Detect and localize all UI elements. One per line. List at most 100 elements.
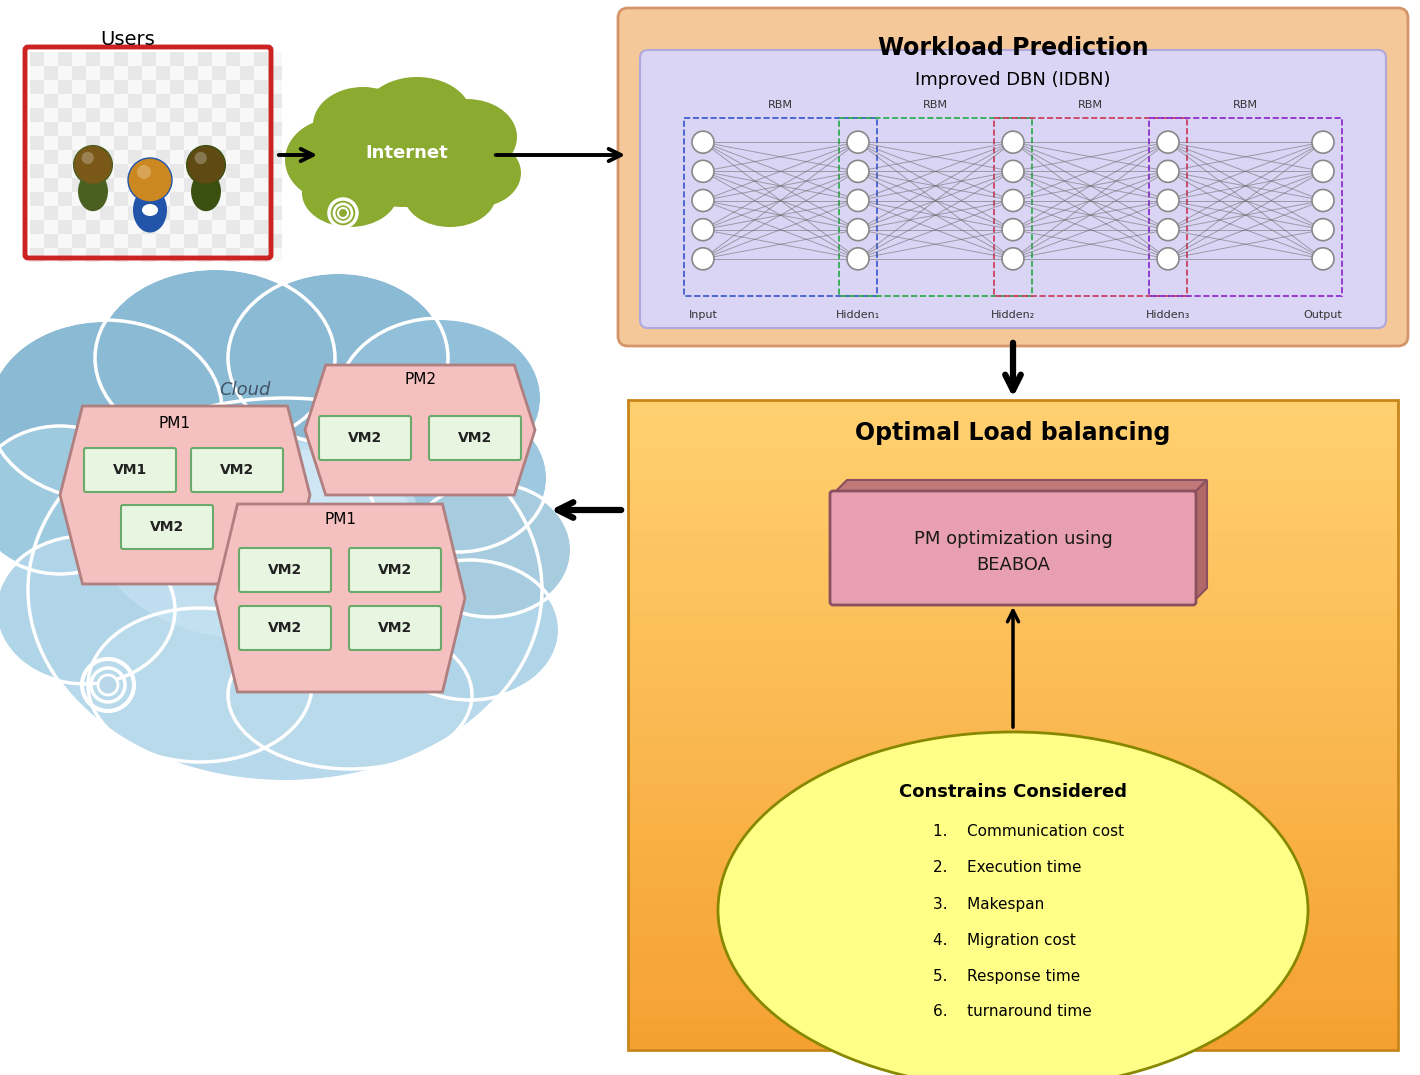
Bar — [628, 594, 1399, 613]
Bar — [268, 137, 283, 151]
Ellipse shape — [133, 187, 168, 232]
Bar — [128, 178, 142, 192]
Ellipse shape — [0, 322, 220, 498]
Bar — [114, 164, 128, 178]
Bar — [240, 164, 254, 178]
Bar — [30, 52, 44, 66]
Bar — [254, 192, 268, 206]
Bar — [197, 234, 212, 248]
Bar — [142, 121, 156, 137]
FancyBboxPatch shape — [121, 505, 213, 549]
Circle shape — [195, 152, 207, 164]
Bar — [128, 164, 142, 178]
Bar — [99, 248, 114, 262]
Bar — [628, 871, 1399, 889]
Bar — [212, 248, 226, 262]
Bar — [72, 164, 87, 178]
Bar — [72, 192, 87, 206]
Bar — [99, 108, 114, 121]
Bar — [628, 628, 1399, 645]
Bar — [128, 137, 142, 151]
Bar — [628, 855, 1399, 872]
Bar — [87, 220, 99, 234]
Bar — [185, 220, 197, 234]
Bar — [128, 151, 142, 164]
Bar — [212, 80, 226, 94]
Text: VM2: VM2 — [151, 520, 185, 534]
Bar — [628, 1034, 1399, 1051]
Bar — [254, 234, 268, 248]
Bar — [170, 66, 185, 80]
Bar — [156, 151, 170, 164]
Bar — [114, 206, 128, 220]
Text: Improved DBN (IDBN): Improved DBN (IDBN) — [916, 71, 1110, 89]
Bar — [72, 151, 87, 164]
Bar — [72, 52, 87, 66]
Bar — [128, 80, 142, 94]
Bar — [628, 676, 1399, 693]
Bar — [156, 137, 170, 151]
Bar — [44, 192, 58, 206]
FancyBboxPatch shape — [831, 491, 1196, 605]
Bar — [226, 52, 240, 66]
Bar — [30, 206, 44, 220]
Ellipse shape — [89, 610, 310, 760]
Bar — [170, 121, 185, 137]
Bar — [114, 192, 128, 206]
Circle shape — [98, 675, 118, 696]
Bar — [99, 121, 114, 137]
Bar — [44, 164, 58, 178]
Bar — [170, 206, 185, 220]
Bar — [128, 52, 142, 66]
Bar — [268, 206, 283, 220]
Bar — [240, 137, 254, 151]
Text: VM2: VM2 — [268, 563, 302, 577]
Bar — [44, 52, 58, 66]
Text: Hidden₃: Hidden₃ — [1146, 310, 1190, 320]
Bar — [58, 137, 72, 151]
Bar — [185, 94, 197, 108]
Bar — [72, 94, 87, 108]
Bar — [99, 151, 114, 164]
Circle shape — [846, 131, 869, 153]
Ellipse shape — [417, 99, 517, 175]
Bar — [128, 121, 142, 137]
Text: Hidden₁: Hidden₁ — [836, 310, 880, 320]
Bar — [240, 206, 254, 220]
Bar — [185, 248, 197, 262]
Bar — [268, 234, 283, 248]
Bar — [240, 94, 254, 108]
Bar — [268, 164, 283, 178]
Text: RBM: RBM — [768, 100, 792, 110]
Ellipse shape — [285, 118, 389, 202]
Bar — [628, 969, 1399, 986]
Bar — [114, 248, 128, 262]
Bar — [254, 151, 268, 164]
Bar — [212, 234, 226, 248]
Bar — [197, 121, 212, 137]
Ellipse shape — [78, 172, 108, 211]
Bar — [212, 192, 226, 206]
Text: Workload Prediction: Workload Prediction — [878, 35, 1149, 60]
Bar — [99, 178, 114, 192]
Bar — [156, 52, 170, 66]
Ellipse shape — [433, 139, 521, 207]
Circle shape — [692, 189, 714, 212]
Bar — [212, 220, 226, 234]
Bar — [99, 94, 114, 108]
Circle shape — [186, 145, 226, 184]
Bar — [226, 108, 240, 121]
Ellipse shape — [410, 485, 569, 615]
FancyBboxPatch shape — [618, 8, 1409, 346]
Bar — [58, 66, 72, 80]
Bar — [30, 220, 44, 234]
Bar — [170, 151, 185, 164]
Bar — [30, 164, 44, 178]
Bar — [628, 692, 1399, 710]
Bar — [254, 80, 268, 94]
Bar — [30, 151, 44, 164]
Bar — [628, 822, 1399, 840]
Bar — [226, 164, 240, 178]
Bar — [30, 121, 44, 137]
Bar — [30, 66, 44, 80]
